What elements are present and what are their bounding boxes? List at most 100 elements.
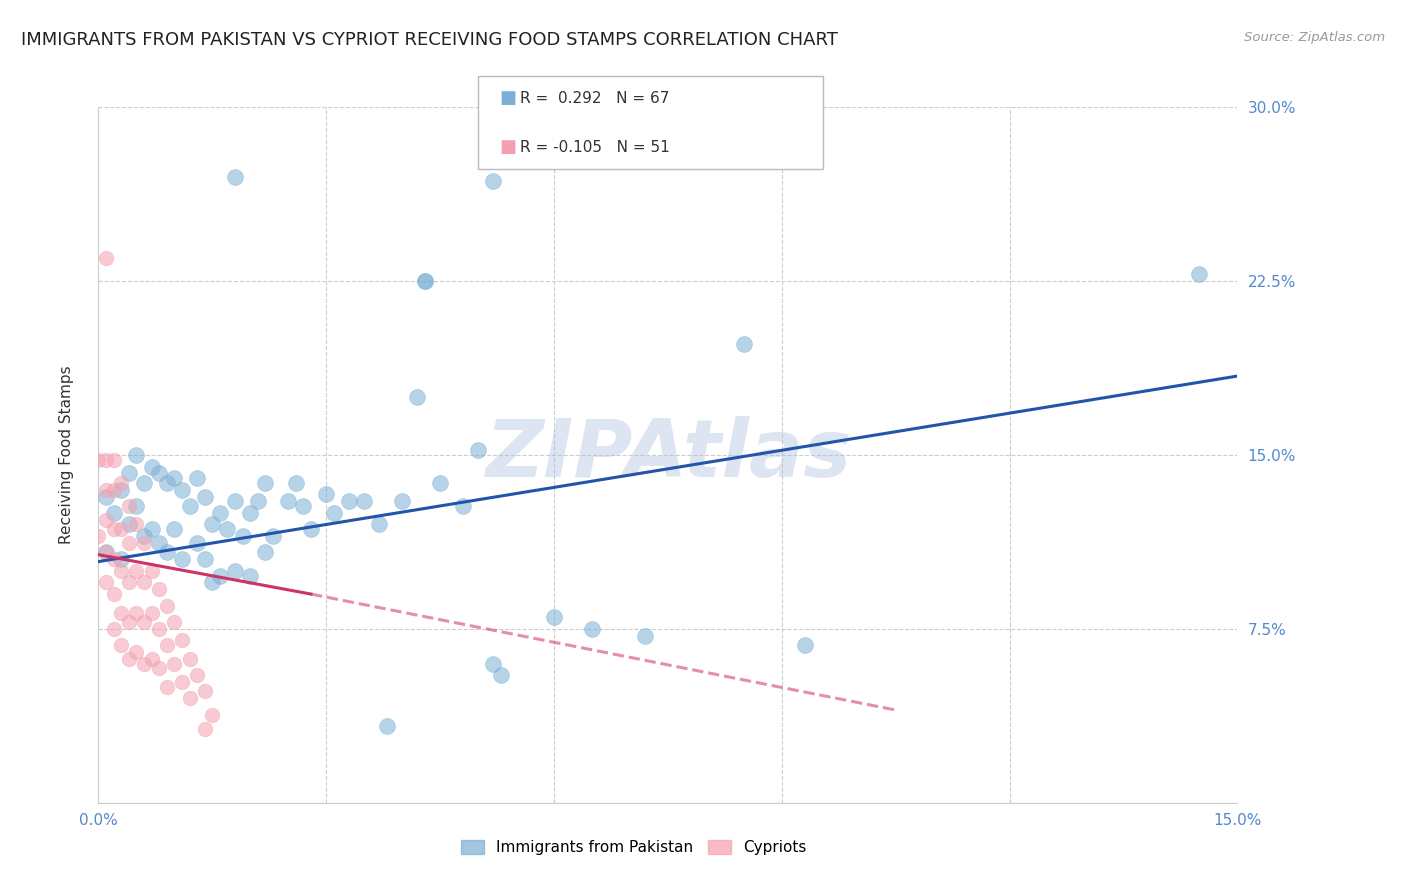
Point xyxy=(125,499,148,513)
Point xyxy=(110,564,132,578)
Point xyxy=(224,494,246,508)
Point xyxy=(239,506,262,520)
Point xyxy=(118,536,141,550)
Point xyxy=(543,610,565,624)
Point xyxy=(186,536,208,550)
Point xyxy=(163,471,186,485)
Y-axis label: Receiving Food Stamps: Receiving Food Stamps xyxy=(59,366,75,544)
Point xyxy=(110,483,132,497)
Point xyxy=(482,174,505,188)
Point xyxy=(292,499,315,513)
Point xyxy=(94,452,117,467)
Text: R =  0.292   N = 67: R = 0.292 N = 67 xyxy=(520,91,669,105)
Point xyxy=(179,499,201,513)
Point xyxy=(103,622,125,636)
Point xyxy=(148,661,170,675)
Point xyxy=(118,467,141,481)
Point xyxy=(451,499,474,513)
Point xyxy=(482,657,505,671)
Point xyxy=(125,564,148,578)
Point xyxy=(141,459,163,474)
Point xyxy=(118,575,141,590)
Point xyxy=(94,513,117,527)
Point xyxy=(110,552,132,566)
Point xyxy=(201,517,224,532)
Point xyxy=(232,529,254,543)
Point xyxy=(163,615,186,629)
Point xyxy=(118,499,141,513)
Point xyxy=(103,587,125,601)
Point xyxy=(337,494,360,508)
Point xyxy=(194,552,217,566)
Point xyxy=(125,606,148,620)
Point xyxy=(322,506,344,520)
Point xyxy=(94,483,117,497)
Point xyxy=(194,490,217,504)
Point xyxy=(201,707,224,722)
Point xyxy=(132,615,155,629)
Point xyxy=(277,494,299,508)
Point xyxy=(110,638,132,652)
Point xyxy=(581,622,603,636)
Point xyxy=(148,582,170,597)
Point xyxy=(413,274,436,288)
Point xyxy=(194,684,217,698)
Point xyxy=(132,536,155,550)
Point xyxy=(429,475,451,490)
Point xyxy=(141,522,163,536)
Text: ■: ■ xyxy=(499,138,516,156)
Point xyxy=(733,336,755,351)
Point xyxy=(254,545,277,559)
Point xyxy=(125,645,148,659)
Point xyxy=(224,169,246,184)
Point xyxy=(391,494,413,508)
Point xyxy=(110,522,132,536)
Point xyxy=(315,487,337,501)
Point xyxy=(208,568,231,582)
Point xyxy=(125,448,148,462)
Point xyxy=(194,722,217,736)
Point xyxy=(156,599,179,613)
Text: IMMIGRANTS FROM PAKISTAN VS CYPRIOT RECEIVING FOOD STAMPS CORRELATION CHART: IMMIGRANTS FROM PAKISTAN VS CYPRIOT RECE… xyxy=(21,31,838,49)
Text: R = -0.105   N = 51: R = -0.105 N = 51 xyxy=(520,140,671,154)
Point xyxy=(118,517,141,532)
Point xyxy=(634,629,657,643)
Point xyxy=(170,483,193,497)
Point xyxy=(224,564,246,578)
Point xyxy=(103,483,125,497)
Point xyxy=(141,652,163,666)
Point xyxy=(156,680,179,694)
Point xyxy=(413,274,436,288)
Point xyxy=(94,490,117,504)
Point xyxy=(103,506,125,520)
Point xyxy=(239,568,262,582)
Point xyxy=(141,564,163,578)
Point xyxy=(208,506,231,520)
Point xyxy=(254,475,277,490)
Point xyxy=(110,606,132,620)
Point xyxy=(170,552,193,566)
Point xyxy=(94,575,117,590)
Text: ZIPAtlas: ZIPAtlas xyxy=(485,416,851,494)
Point xyxy=(94,545,117,559)
Point xyxy=(246,494,269,508)
Legend: Immigrants from Pakistan, Cypriots: Immigrants from Pakistan, Cypriots xyxy=(454,834,813,862)
Point xyxy=(467,443,489,458)
Point xyxy=(170,633,193,648)
Point xyxy=(103,452,125,467)
Point xyxy=(103,552,125,566)
Point xyxy=(353,494,375,508)
Point xyxy=(284,475,307,490)
Point xyxy=(262,529,284,543)
Point xyxy=(179,652,201,666)
Point xyxy=(103,522,125,536)
Point xyxy=(132,475,155,490)
Point xyxy=(170,675,193,690)
Point xyxy=(132,575,155,590)
Point xyxy=(87,452,110,467)
Point xyxy=(156,475,179,490)
Point xyxy=(179,691,201,706)
Text: ■: ■ xyxy=(499,89,516,107)
Point xyxy=(110,475,132,490)
Point xyxy=(163,657,186,671)
